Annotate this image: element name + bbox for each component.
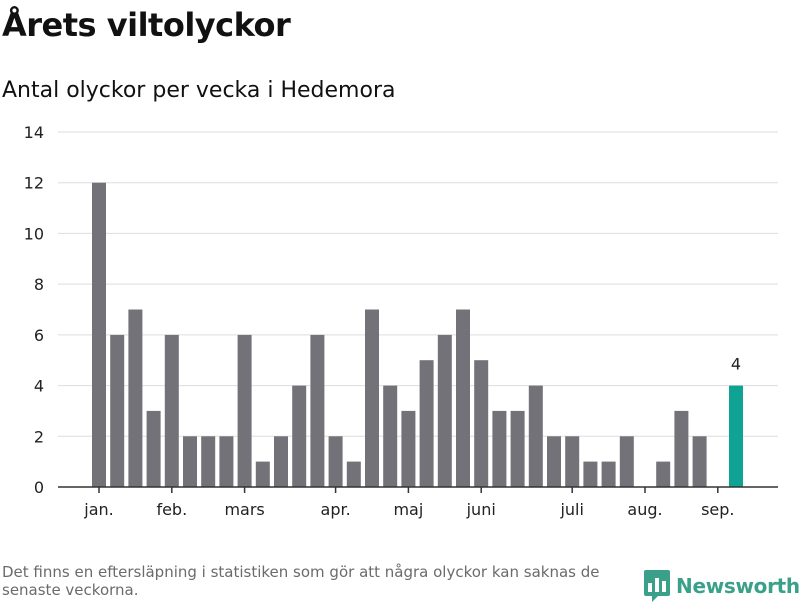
- bar: [128, 309, 143, 487]
- bar: [274, 436, 288, 487]
- x-tick-label: aug.: [627, 500, 662, 519]
- bar: [474, 360, 489, 487]
- x-tick-label: sep.: [701, 500, 734, 519]
- bar: [255, 461, 270, 487]
- y-tick-label: 12: [24, 174, 44, 193]
- bar-chart: 0 2 4 6 8 10 12 14 4 jan. feb. mars apr. maj juni juli a…: [24, 123, 778, 519]
- chart-subtitle: Antal olyckor per vecka i Hedemora: [2, 78, 396, 103]
- bar-chart-bubble-icon: [644, 570, 670, 602]
- bar: [365, 309, 379, 487]
- bar: [456, 309, 470, 487]
- bar: [419, 360, 434, 487]
- brand-name: Newsworthy: [676, 574, 800, 598]
- bar: [510, 410, 525, 487]
- brand-logo: Newsworthy: [644, 570, 800, 602]
- y-tick-label: 2: [34, 427, 44, 446]
- x-tick-label: apr.: [321, 500, 351, 519]
- bar: [619, 436, 634, 487]
- bar: [692, 436, 707, 487]
- bar: [547, 436, 561, 487]
- bar: [164, 334, 179, 487]
- bar: [437, 334, 452, 487]
- x-tick-label: feb.: [156, 500, 187, 519]
- bar: [292, 385, 307, 487]
- bar: [237, 334, 252, 487]
- x-tick-label: jan.: [83, 500, 113, 519]
- bar: [583, 461, 598, 487]
- bar: [328, 436, 343, 487]
- bar-highlight: [729, 385, 743, 487]
- bar: [674, 410, 689, 487]
- footnote: Det finns en eftersläpning i statistiken…: [2, 563, 600, 599]
- bar: [401, 410, 416, 487]
- x-tick-label: mars: [224, 500, 264, 519]
- y-tick-label: 14: [24, 123, 44, 142]
- bar: [219, 436, 234, 487]
- bar: [656, 461, 671, 487]
- bar: [383, 385, 398, 487]
- y-tick-label: 4: [34, 377, 44, 396]
- bar: [310, 334, 325, 487]
- x-tick-label: juli: [559, 500, 583, 519]
- bar: [92, 182, 106, 487]
- y-tick-label: 6: [34, 326, 44, 345]
- bar: [146, 410, 161, 487]
- bar: [346, 461, 361, 487]
- bar: [565, 436, 580, 487]
- bar: [492, 410, 507, 487]
- bar: [110, 334, 125, 487]
- bar: [528, 385, 543, 487]
- bar: [183, 436, 197, 487]
- data-label: 4: [731, 355, 741, 374]
- y-tick-label: 8: [34, 275, 44, 294]
- x-tick-label: juni: [466, 500, 496, 519]
- bar: [601, 461, 616, 487]
- bar: [201, 436, 216, 487]
- y-tick-label: 10: [24, 224, 44, 243]
- y-tick-label: 0: [34, 478, 44, 497]
- chart-title: Årets viltolyckor: [2, 6, 291, 44]
- x-tick-label: maj: [393, 500, 423, 519]
